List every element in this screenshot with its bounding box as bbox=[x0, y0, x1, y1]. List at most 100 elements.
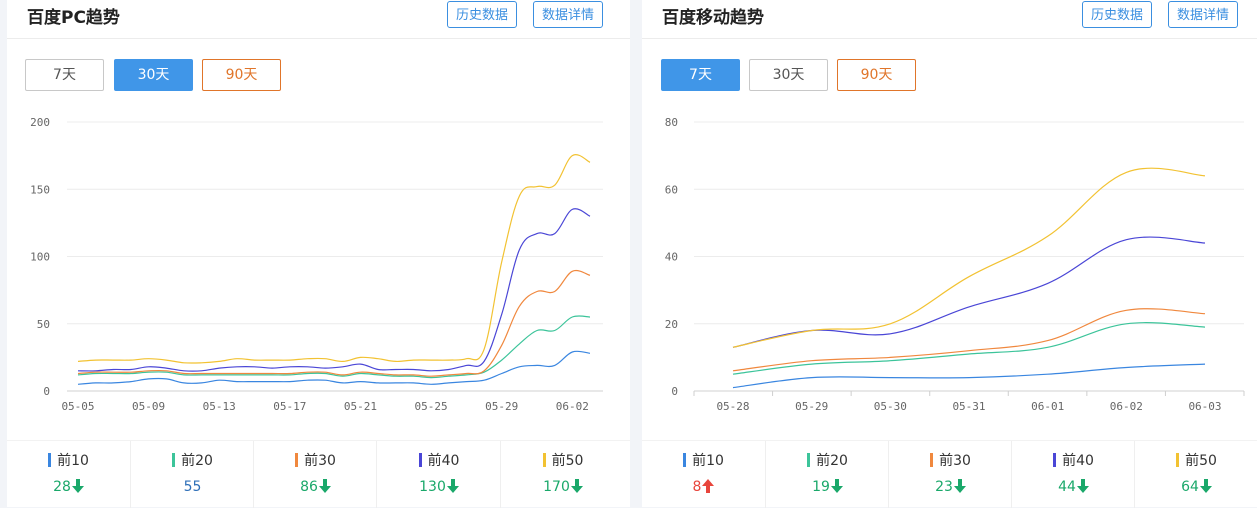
mobile-panel-header: 百度移动趋势 历史数据 数据详情 bbox=[642, 0, 1257, 39]
pc-series-line-top10 bbox=[77, 350, 591, 385]
legend-label-text: 前10 bbox=[692, 453, 724, 469]
pc-panel-header: 百度PC趋势 历史数据 数据详情 bbox=[7, 0, 630, 39]
legend-color-mark bbox=[542, 453, 546, 467]
arrow-down-icon bbox=[953, 479, 966, 497]
legend-color-mark bbox=[1053, 453, 1057, 467]
pc-y-tick-label: 200 bbox=[30, 116, 50, 129]
pc-trend-chart: 0 50 100 150 200 05-05 05-09 05-13 05-17 05-21 05-… bbox=[30, 116, 603, 413]
legend-label-text: 前20 bbox=[181, 453, 213, 469]
legend-label-text: 前40 bbox=[427, 453, 460, 469]
mobile-series-line-top10 bbox=[732, 363, 1206, 389]
pc-history-data-button[interactable]: 历史数据 bbox=[447, 1, 518, 28]
legend-color-mark bbox=[930, 453, 934, 467]
arrow-down-icon bbox=[830, 479, 843, 497]
mobile-x-tick-label: 06-01 bbox=[1031, 400, 1064, 413]
legend-label-text: 前40 bbox=[1062, 453, 1094, 469]
mobile-range-7-days-button[interactable]: 7天 bbox=[661, 59, 740, 91]
legend-label-text: 前50 bbox=[1185, 453, 1217, 469]
pc-legend-item-top10[interactable]: 前10 28 bbox=[7, 441, 130, 508]
pc-legend-item-top30[interactable]: 前30 86 bbox=[253, 441, 377, 508]
mobile-panel-title: 百度移动趋势 bbox=[662, 8, 764, 28]
legend-color-mark bbox=[48, 453, 52, 467]
legend-value: 8 bbox=[692, 479, 702, 495]
mobile-y-tick-label: 60 bbox=[665, 183, 678, 196]
mobile-x-tick-label: 06-03 bbox=[1188, 400, 1221, 413]
arrow-down-icon bbox=[570, 479, 583, 497]
pc-series-line-top30 bbox=[77, 270, 591, 377]
mobile-trend-chart: 0 20 40 60 80 05-28 05-29 05-30 05-31 06-01 06-02 0… bbox=[665, 116, 1245, 413]
legend-value: 23 bbox=[935, 479, 953, 495]
mobile-legend-item-top40[interactable]: 前40 44 bbox=[1011, 441, 1135, 508]
pc-legend: 前10 28 前20 55 前30 86 前40 130 前50 170 bbox=[7, 440, 630, 508]
legend-label-text: 前50 bbox=[551, 453, 584, 469]
pc-data-detail-button[interactable]: 数据详情 bbox=[533, 1, 604, 28]
pc-x-tick-label: 05-13 bbox=[203, 400, 236, 413]
mobile-y-tick-label: 0 bbox=[671, 385, 678, 398]
pc-series-line-top50 bbox=[77, 154, 591, 364]
mobile-series-line-top30 bbox=[732, 308, 1206, 372]
legend-color-mark bbox=[683, 453, 687, 467]
mobile-x-tick-label: 05-31 bbox=[952, 400, 985, 413]
pc-x-tick-label: 06-02 bbox=[556, 400, 589, 413]
mobile-history-data-button[interactable]: 历史数据 bbox=[1082, 1, 1153, 28]
legend-value: 55 bbox=[183, 479, 202, 495]
legend-value: 28 bbox=[53, 479, 71, 495]
pc-range-90-days-button[interactable]: 90天 bbox=[202, 59, 281, 91]
pc-x-tick-label: 05-25 bbox=[415, 400, 448, 413]
legend-color-mark bbox=[295, 453, 299, 467]
legend-value: 44 bbox=[1058, 479, 1076, 495]
legend-value: 86 bbox=[300, 479, 318, 495]
pc-legend-item-top50[interactable]: 前50 170 bbox=[500, 441, 625, 508]
mobile-legend-item-top20[interactable]: 前20 19 bbox=[765, 441, 889, 508]
pc-legend-item-top20[interactable]: 前20 55 bbox=[130, 441, 254, 508]
legend-color-mark bbox=[418, 453, 422, 467]
legend-color-mark bbox=[172, 453, 176, 467]
mobile-legend-item-top10[interactable]: 前10 8 bbox=[642, 441, 765, 508]
legend-label-text: 前30 bbox=[939, 453, 971, 469]
arrow-down-icon bbox=[1199, 479, 1212, 497]
mobile-legend-item-top30[interactable]: 前30 23 bbox=[888, 441, 1012, 508]
pc-y-tick-label: 100 bbox=[30, 251, 50, 264]
mobile-x-tick-label: 06-02 bbox=[1110, 400, 1143, 413]
pc-y-tick-label: 50 bbox=[37, 318, 50, 331]
arrow-down-icon bbox=[1076, 479, 1089, 497]
mobile-series-line-top20 bbox=[732, 322, 1206, 375]
legend-value: 64 bbox=[1181, 479, 1199, 495]
pc-x-tick-label: 05-05 bbox=[61, 400, 94, 413]
pc-panel-title: 百度PC趋势 bbox=[27, 8, 120, 28]
pc-series-line-top20 bbox=[77, 315, 591, 379]
arrow-down-icon bbox=[446, 479, 459, 497]
mobile-trend-panel: 百度移动趋势 历史数据 数据详情 7天 30天 90天 0 20 40 60 80 05-… bbox=[642, 0, 1257, 508]
pc-series-line-top40 bbox=[77, 208, 591, 372]
pc-x-tick-label: 05-17 bbox=[273, 400, 306, 413]
legend-value: 170 bbox=[543, 479, 570, 495]
mobile-legend: 前10 8 前20 19 前30 23 前40 44 前50 64 bbox=[642, 440, 1257, 508]
mobile-range-90-days-button[interactable]: 90天 bbox=[837, 59, 916, 91]
pc-y-tick-label: 150 bbox=[30, 183, 50, 196]
legend-label-text: 前30 bbox=[304, 453, 336, 469]
mobile-series-line-top50 bbox=[732, 167, 1206, 348]
mobile-y-tick-label: 20 bbox=[665, 318, 678, 331]
mobile-x-tick-label: 05-30 bbox=[874, 400, 907, 413]
mobile-range-30-days-button[interactable]: 30天 bbox=[749, 59, 828, 91]
pc-y-tick-label: 0 bbox=[43, 385, 50, 398]
mobile-data-detail-button[interactable]: 数据详情 bbox=[1168, 1, 1239, 28]
pc-x-tick-label: 05-09 bbox=[132, 400, 165, 413]
pc-x-tick-label: 05-29 bbox=[485, 400, 518, 413]
legend-color-mark bbox=[807, 453, 811, 467]
legend-color-mark bbox=[1176, 453, 1180, 467]
mobile-legend-item-top50[interactable]: 前50 64 bbox=[1134, 441, 1257, 508]
pc-trend-panel: 百度PC趋势 历史数据 数据详情 7天 30天 90天 0 50 100 150 200… bbox=[7, 0, 630, 508]
pc-range-7-days-button[interactable]: 7天 bbox=[25, 59, 104, 91]
legend-label-text: 前10 bbox=[57, 453, 89, 469]
mobile-x-tick-label: 05-29 bbox=[795, 400, 828, 413]
legend-value: 130 bbox=[419, 479, 446, 495]
mobile-y-tick-label: 80 bbox=[665, 116, 678, 129]
mobile-series-line-top40 bbox=[732, 236, 1206, 348]
legend-label-text: 前20 bbox=[816, 453, 848, 469]
legend-value: 19 bbox=[812, 479, 830, 495]
pc-x-tick-label: 05-21 bbox=[344, 400, 377, 413]
pc-range-30-days-button[interactable]: 30天 bbox=[114, 59, 193, 91]
pc-legend-item-top40[interactable]: 前40 130 bbox=[376, 441, 501, 508]
mobile-x-tick-label: 05-28 bbox=[716, 400, 749, 413]
